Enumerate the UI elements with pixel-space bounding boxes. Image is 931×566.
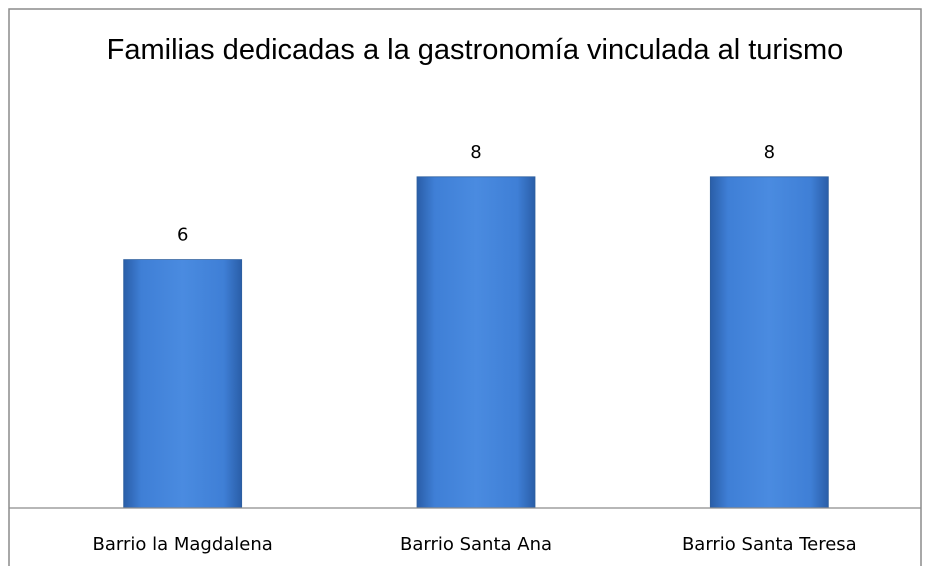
x-tick-label: Barrio Santa Ana xyxy=(400,534,552,555)
data-label: 8 xyxy=(764,142,775,163)
bar xyxy=(709,176,829,509)
chart-title: Familias dedicadas a la gastronomía vinc… xyxy=(106,34,844,66)
data-label: 6 xyxy=(177,225,188,246)
data-label: 8 xyxy=(470,142,481,163)
x-tick-label: Barrio Santa Teresa xyxy=(682,534,857,555)
chart-border xyxy=(8,8,922,566)
bar xyxy=(123,259,243,509)
bar xyxy=(416,176,536,509)
x-tick-label: Barrio la Magdalena xyxy=(93,534,273,555)
